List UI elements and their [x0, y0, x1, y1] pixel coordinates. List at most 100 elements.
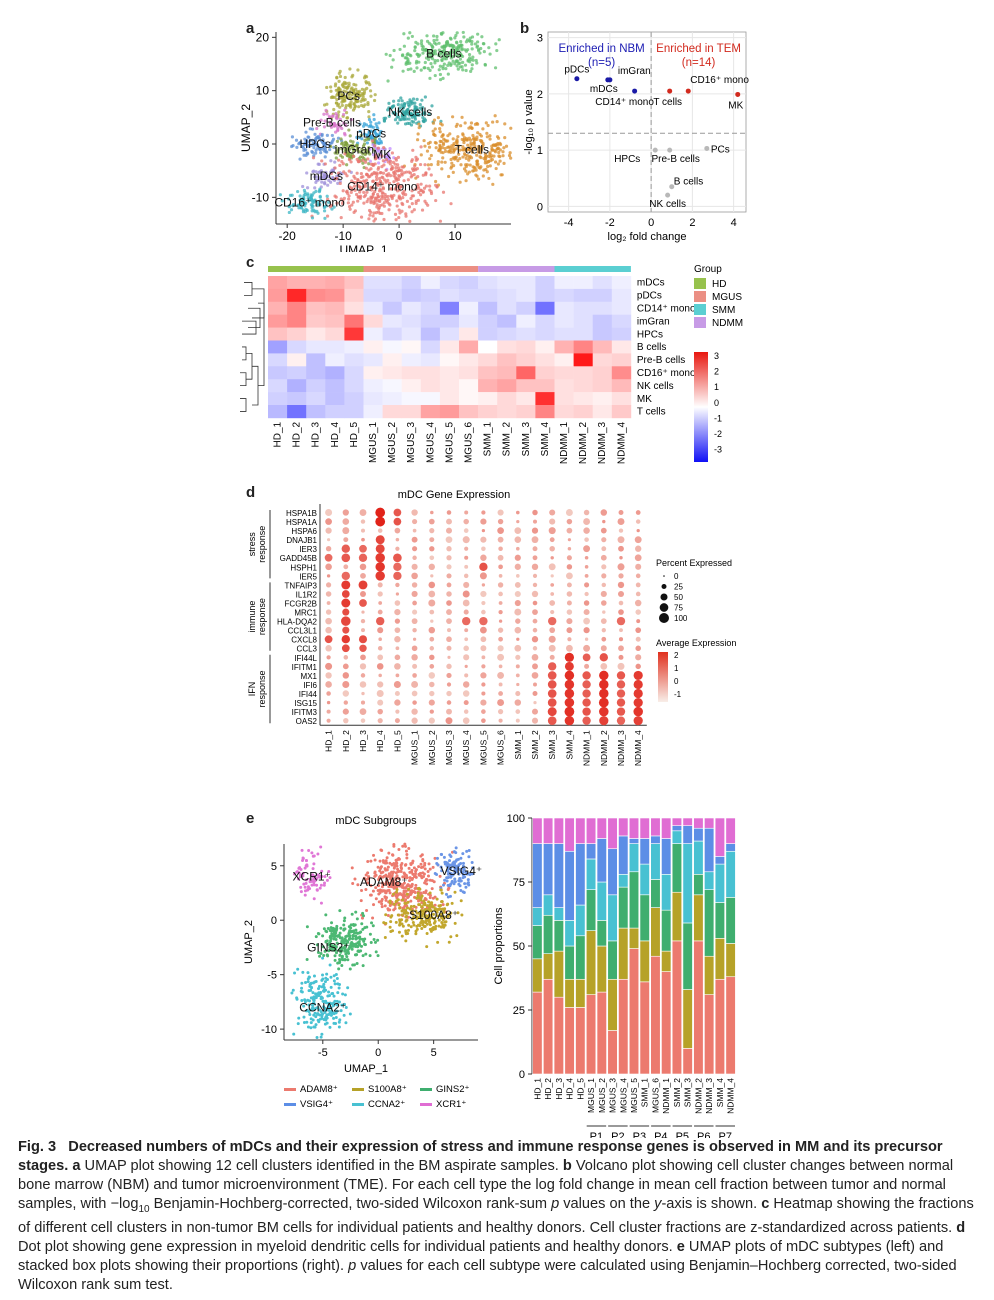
expression-dot [498, 636, 503, 642]
umap-point [471, 169, 475, 173]
subgroup-point [322, 883, 326, 887]
umap-point [428, 68, 432, 72]
subgroup-point [327, 949, 331, 953]
gene-label: CCL3 [297, 645, 318, 654]
stacked-bar-segment [564, 817, 575, 852]
subgroup-point [453, 877, 457, 881]
legend-label: XCR1⁺ [436, 1099, 466, 1110]
umap-point [338, 163, 342, 167]
expression-dot [445, 536, 453, 544]
subgroup-point [355, 944, 359, 948]
umap-point [382, 204, 386, 208]
subgroup-point [311, 981, 315, 985]
subgroup-point [421, 875, 425, 879]
umap-point [345, 174, 349, 178]
subgroup-point [458, 877, 462, 881]
subgroup-point [334, 1010, 338, 1014]
umap-point [496, 162, 500, 166]
gene-label: FCGR2B [285, 599, 317, 608]
umap-point [347, 204, 352, 209]
umap-point [364, 166, 368, 170]
heatmap-cell [592, 353, 613, 367]
subgroup-point [296, 877, 300, 881]
expression-dot [498, 691, 504, 696]
subgroup-point [346, 958, 350, 962]
expression-dot [411, 536, 418, 543]
subgroup-point [311, 1006, 315, 1010]
umap-point [454, 46, 458, 50]
umap-point [377, 133, 381, 137]
umap-point [456, 135, 460, 139]
expression-dot [532, 546, 538, 552]
expression-dot [429, 555, 435, 561]
expression-dot [514, 582, 521, 588]
cluster-4 [355, 113, 383, 148]
umap-point [302, 153, 306, 157]
umap-point [396, 182, 400, 186]
umap-point [440, 160, 444, 164]
expression-dot [393, 508, 402, 517]
volcano-point [704, 145, 710, 151]
umap-point [428, 157, 432, 161]
heatmap-cell [306, 276, 326, 290]
subgroup-label: CCNA2⁺ [299, 1000, 346, 1014]
umap-point [406, 178, 410, 182]
y-tick-label: 0 [519, 1069, 525, 1081]
annotation-nbm: Enriched in NBM [558, 43, 644, 55]
subgroup-point [340, 964, 344, 968]
umap-point [458, 148, 462, 152]
heatmap-cell [516, 379, 536, 393]
expression-dot [498, 574, 503, 578]
heatmap-cell [497, 340, 517, 354]
subgroup-point [471, 866, 475, 870]
heatmap-cell [497, 301, 517, 315]
subgroup-point [342, 1013, 346, 1017]
expression-dot [480, 626, 487, 634]
umap-point [414, 199, 418, 203]
stacked-bar-segment [650, 817, 661, 837]
umap-point [306, 193, 310, 197]
umap-point [443, 149, 448, 154]
figure-caption: Fig. 3 Decreased numbers of mDCs and the… [18, 1138, 976, 1295]
group-bar-MGUS [363, 266, 479, 272]
heatmap-cell [497, 405, 517, 419]
subgroup-point [406, 883, 410, 887]
umap-point [462, 152, 467, 156]
umap-point [355, 171, 359, 175]
subgroup-point [398, 906, 402, 910]
expression-dot [446, 591, 452, 597]
umap-point [374, 175, 379, 179]
umap-point [335, 75, 339, 79]
umap-point [325, 214, 330, 218]
stacked-bar-segment [682, 1048, 693, 1075]
heatmap-cell [554, 288, 574, 303]
expression-dot [446, 555, 452, 561]
legend-swatch [420, 1088, 432, 1091]
cluster-5 [290, 127, 344, 161]
gene-label: IFI6 [303, 681, 317, 690]
expression-dot [635, 645, 641, 652]
expression-dot [532, 509, 538, 516]
color-legend-bar [658, 652, 668, 702]
subgroup-point [308, 1013, 312, 1017]
heatmap-cell [439, 276, 460, 290]
expression-dot [618, 510, 624, 515]
stacked-bar-segment [618, 835, 629, 875]
expression-dot [600, 645, 607, 652]
stacked-bar-segment [564, 850, 575, 921]
umap-point [383, 154, 387, 159]
umap-point [467, 52, 472, 57]
subgroup-point [340, 948, 344, 952]
subgroup-point [304, 1009, 308, 1013]
expression-dot [583, 627, 590, 634]
umap-point [347, 93, 351, 97]
expression-dot [464, 510, 469, 515]
expression-dot [582, 716, 591, 725]
umap-point [310, 209, 314, 213]
expression-dot [463, 609, 469, 615]
umap-point [290, 193, 294, 197]
expression-dot [498, 609, 503, 615]
subgroup-point [388, 891, 392, 895]
subgroup-point [402, 871, 406, 875]
